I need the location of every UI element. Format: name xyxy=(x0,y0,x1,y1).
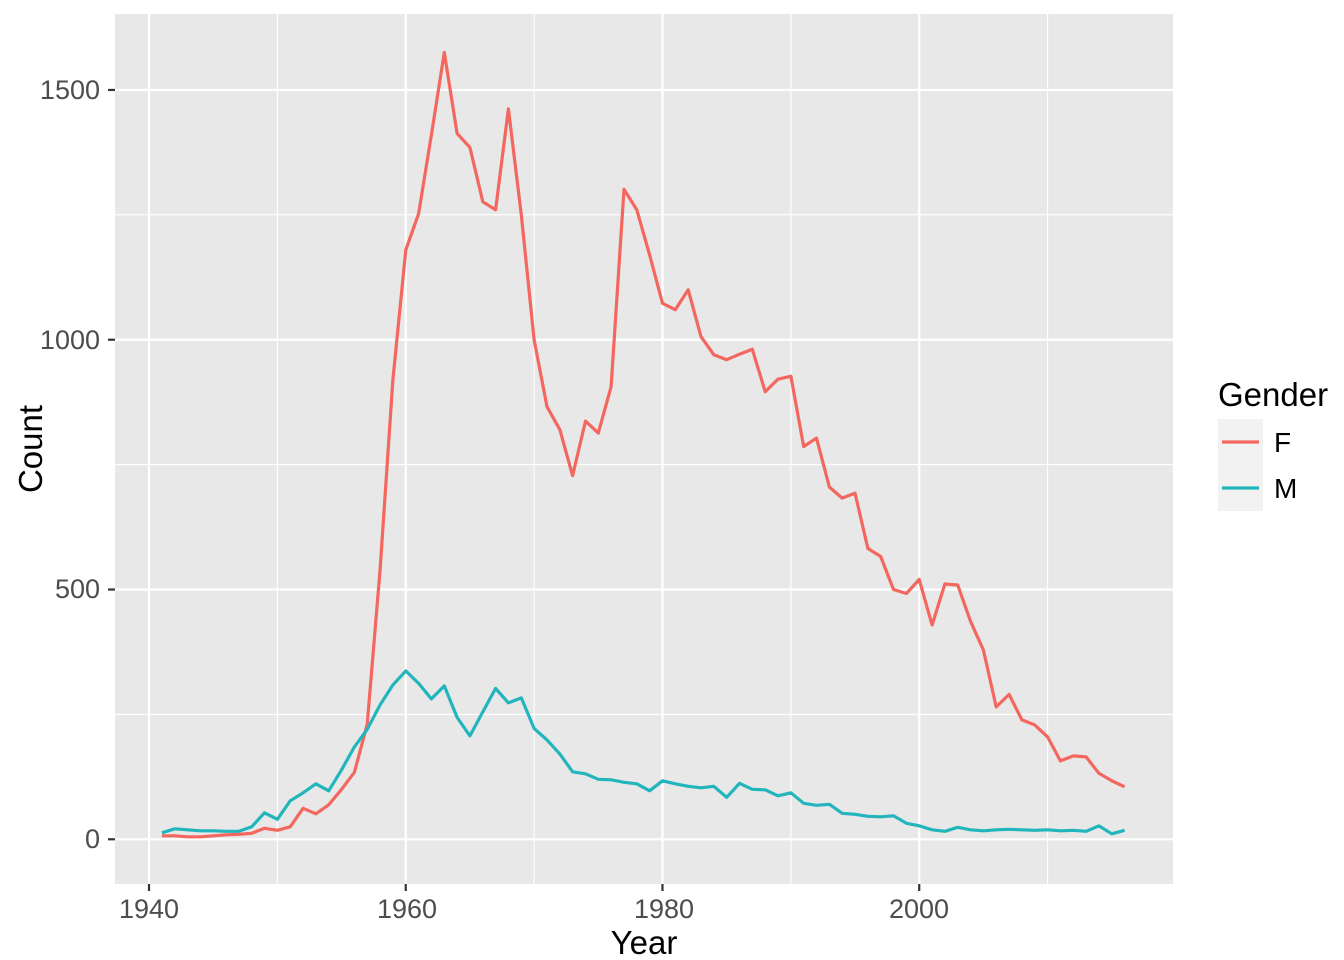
series-line-M xyxy=(161,669,1126,836)
x-axis-title: Year xyxy=(610,924,678,960)
y-axis-title: Count xyxy=(12,404,49,494)
y-tick-label-1500: 1500 xyxy=(39,75,100,105)
x-tick-label-1960: 1960 xyxy=(376,894,438,924)
y-tick-label-0: 0 xyxy=(84,824,100,854)
x-tick-label-1980: 1980 xyxy=(633,894,695,924)
series-line-F xyxy=(161,50,1126,839)
legend-title: Gender xyxy=(1218,376,1329,413)
y-tick-label-500: 500 xyxy=(54,574,100,604)
x-tick-label-1940: 1940 xyxy=(118,894,180,924)
x-tick-label-2000: 2000 xyxy=(888,894,950,924)
y-tick-label-1000: 1000 xyxy=(39,325,100,355)
legend-label-m: M xyxy=(1274,473,1298,504)
legend-label-f: F xyxy=(1274,427,1292,458)
plot-panel xyxy=(115,14,1173,884)
